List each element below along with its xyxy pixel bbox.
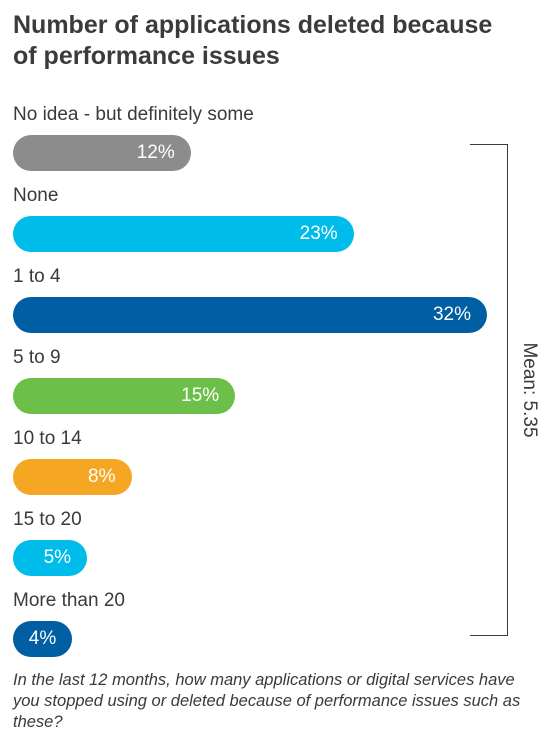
bar: 23% xyxy=(13,216,354,252)
bar-value-label: 12% xyxy=(136,142,175,163)
bar-value-label: 5% xyxy=(43,547,72,568)
bar: 12% xyxy=(13,135,191,171)
bar: 32% xyxy=(13,297,487,333)
bar-value-label: 4% xyxy=(28,628,57,649)
category-label: 1 to 4 xyxy=(13,266,61,287)
category-label: 15 to 20 xyxy=(13,509,82,530)
mean-annotation: Mean: 5.35 xyxy=(519,342,540,438)
survey-question-footnote: In the last 12 months, how many applicat… xyxy=(13,671,521,731)
bar: 15% xyxy=(13,378,236,414)
category-label: None xyxy=(13,185,59,206)
bar-value-label: 23% xyxy=(299,223,338,244)
category-label: 5 to 9 xyxy=(13,347,61,368)
bar: 8% xyxy=(13,459,132,495)
bar: 5% xyxy=(13,540,88,576)
category-label: 10 to 14 xyxy=(13,428,82,449)
chart-title: Number of applications deleted because o… xyxy=(13,11,493,70)
category-label: No idea - but definitely some xyxy=(13,104,254,125)
category-label: More than 20 xyxy=(13,590,125,611)
bar-value-label: 32% xyxy=(432,304,471,325)
bar: 4% xyxy=(13,621,73,657)
bar-value-label: 15% xyxy=(181,385,220,406)
mean-bracket xyxy=(470,144,508,636)
bar-value-label: 8% xyxy=(88,466,116,487)
